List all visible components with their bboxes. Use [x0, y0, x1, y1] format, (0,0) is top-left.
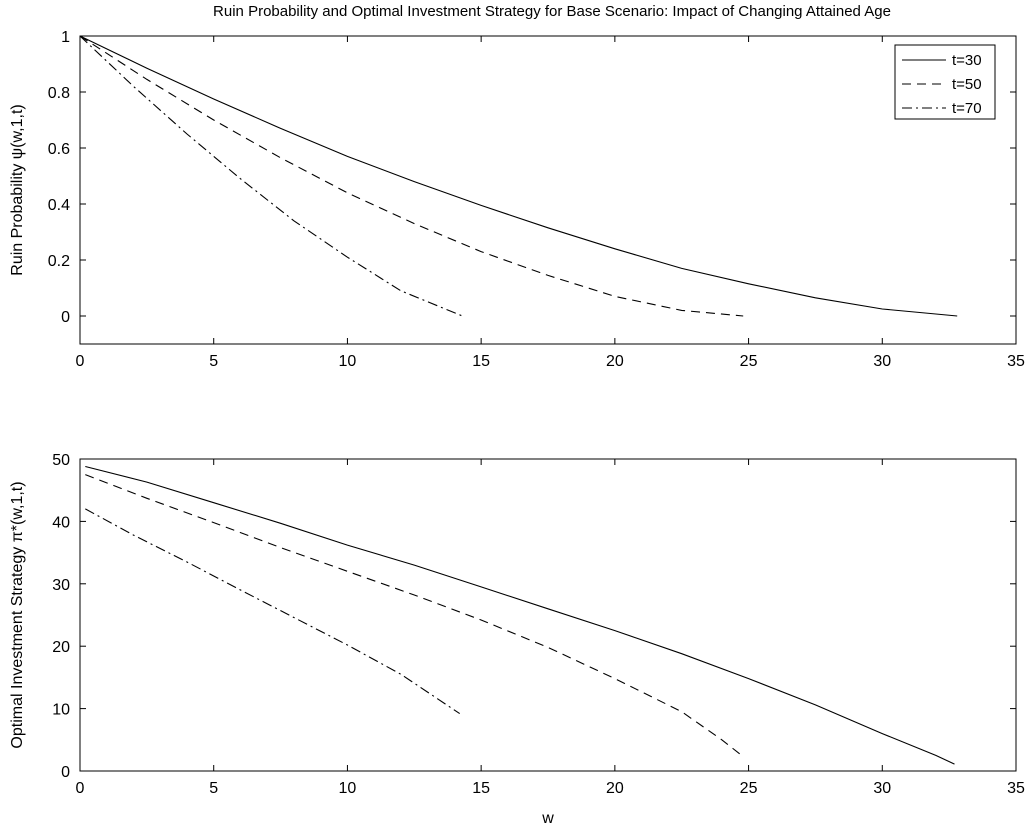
x-tick-label: 35 [1007, 780, 1025, 797]
y-axis-label: Ruin Probability ψ(w,1,t) [9, 104, 26, 275]
series-line-t30 [85, 465, 955, 765]
legend-box [894, 44, 996, 120]
y-tick-label: 0.8 [48, 85, 70, 102]
y-axis-label: Optimal Investment Strategy π*(w,1,t) [9, 481, 26, 748]
ruin-probability-panel: 0 5 10 15 20 25 30 35 0 0.2 0.4 0.6 0.8 1 Ruin Probabi… [9, 29, 1025, 370]
series-line-t30 [79, 35, 958, 317]
plot-area-frame [79, 35, 1017, 345]
y-tick-label: 0 [61, 309, 70, 326]
legend-label-t70: t=70 [952, 100, 982, 117]
legend: t=30 t=50 t=70 [894, 44, 996, 120]
x-tick-label: 25 [740, 353, 758, 370]
x-tick-label: 25 [740, 780, 758, 797]
investment-strategy-panel: 0 5 10 15 20 25 30 35 0 10 20 30 40 50 Optimal Investm… [9, 452, 1025, 827]
x-tick-label: 15 [472, 780, 490, 797]
x-tick-label: 0 [76, 353, 85, 370]
x-tick-label: 20 [606, 353, 624, 370]
chart-title: Ruin Probability and Optimal Investment … [213, 3, 891, 20]
series-line-t50 [79, 35, 744, 317]
x-tick-label: 15 [472, 353, 490, 370]
x-tick-label: 5 [209, 780, 218, 797]
x-tick-label: 30 [873, 780, 891, 797]
series-line-t70 [85, 508, 461, 715]
y-tick-label: 10 [52, 702, 70, 719]
y-tick-label: 20 [52, 639, 70, 656]
x-tick-label: 10 [339, 780, 357, 797]
x-tick-label: 0 [76, 780, 85, 797]
y-tick-label: 30 [52, 577, 70, 594]
legend-label-t50: t=50 [952, 76, 982, 93]
x-axis-label: w [541, 810, 554, 827]
x-tick-label: 5 [209, 353, 218, 370]
y-tick-label: 40 [52, 514, 70, 531]
x-tick-label: 35 [1007, 353, 1025, 370]
x-tick-label: 30 [873, 353, 891, 370]
y-tick-label: 0.4 [48, 197, 70, 214]
y-tick-label: 0.6 [48, 141, 70, 158]
plot-area-frame [79, 458, 1017, 772]
x-tick-label: 10 [339, 353, 357, 370]
series-line-t70 [79, 35, 463, 317]
y-tick-label: 50 [52, 452, 70, 469]
series-line-t50 [85, 474, 744, 758]
x-tick-label: 20 [606, 780, 624, 797]
y-tick-label: 0 [61, 764, 70, 781]
y-tick-label: 0.2 [48, 253, 70, 270]
legend-label-t30: t=30 [952, 52, 982, 69]
y-tick-label: 1 [61, 29, 70, 46]
